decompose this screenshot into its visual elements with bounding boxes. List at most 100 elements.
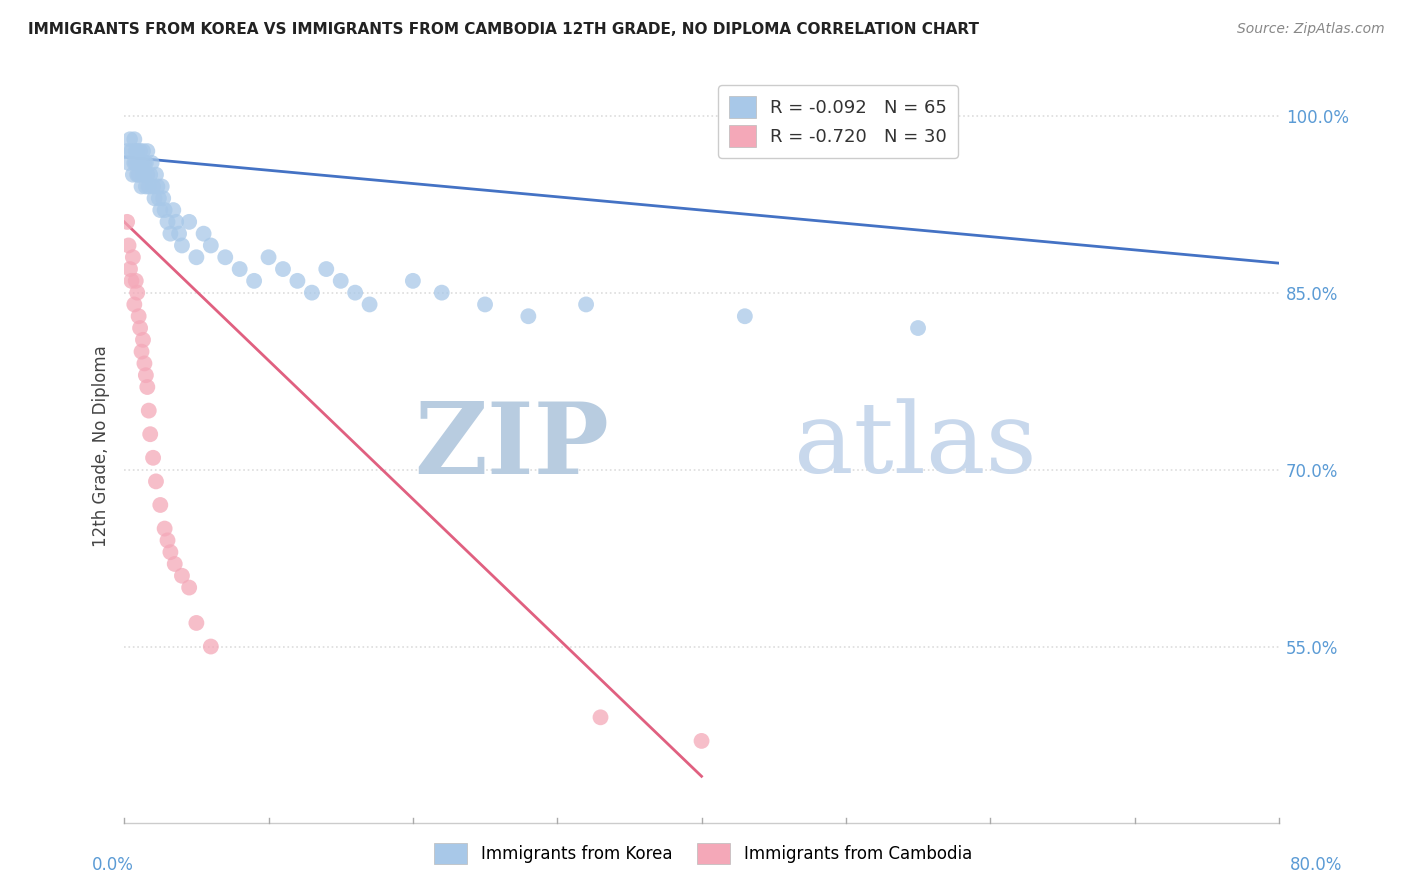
- Point: [145, 475, 167, 489]
- Point: [301, 285, 323, 300]
- Point: [134, 168, 156, 182]
- Point: [127, 285, 149, 300]
- Point: [136, 168, 159, 182]
- Text: 0.0%: 0.0%: [91, 855, 134, 873]
- Point: [517, 310, 540, 324]
- Point: [128, 156, 150, 170]
- Point: [134, 156, 156, 170]
- Text: Source: ZipAtlas.com: Source: ZipAtlas.com: [1237, 22, 1385, 37]
- Point: [287, 274, 309, 288]
- Y-axis label: 12th Grade, No Diploma: 12th Grade, No Diploma: [93, 345, 110, 547]
- Point: [131, 344, 153, 359]
- Point: [125, 274, 148, 288]
- Point: [117, 238, 139, 252]
- Point: [124, 297, 146, 311]
- Point: [139, 427, 162, 442]
- Point: [135, 156, 157, 170]
- Point: [200, 238, 222, 252]
- Point: [132, 144, 155, 158]
- Point: [344, 285, 367, 300]
- Text: atlas: atlas: [794, 398, 1036, 494]
- Point: [257, 250, 280, 264]
- Point: [146, 179, 169, 194]
- Point: [128, 168, 150, 182]
- Point: [159, 545, 181, 559]
- Point: [430, 285, 453, 300]
- Point: [315, 262, 337, 277]
- Point: [163, 557, 186, 571]
- Point: [162, 203, 184, 218]
- Point: [120, 144, 142, 158]
- Text: IMMIGRANTS FROM KOREA VS IMMIGRANTS FROM CAMBODIA 12TH GRADE, NO DIPLOMA CORRELA: IMMIGRANTS FROM KOREA VS IMMIGRANTS FROM…: [28, 22, 979, 37]
- Point: [589, 710, 612, 724]
- Point: [127, 168, 149, 182]
- Point: [907, 321, 929, 335]
- Point: [186, 250, 208, 264]
- Point: [136, 380, 159, 394]
- Point: [734, 310, 756, 324]
- Point: [129, 321, 152, 335]
- Point: [115, 144, 138, 158]
- Point: [150, 179, 173, 194]
- Point: [156, 215, 179, 229]
- Point: [228, 262, 250, 277]
- Point: [127, 144, 149, 158]
- Point: [136, 144, 159, 158]
- Point: [214, 250, 236, 264]
- Point: [131, 156, 153, 170]
- Point: [200, 640, 222, 654]
- Point: [474, 297, 496, 311]
- Point: [165, 215, 187, 229]
- Point: [132, 333, 155, 347]
- Point: [142, 450, 165, 465]
- Point: [170, 568, 193, 582]
- Point: [143, 191, 166, 205]
- Point: [271, 262, 294, 277]
- Point: [115, 215, 138, 229]
- Point: [129, 144, 152, 158]
- Point: [139, 168, 162, 182]
- Point: [124, 132, 146, 146]
- Point: [125, 156, 148, 170]
- Point: [153, 522, 176, 536]
- Point: [138, 179, 160, 194]
- Text: 80.0%: 80.0%: [1291, 855, 1343, 873]
- Point: [329, 274, 352, 288]
- Point: [135, 179, 157, 194]
- Point: [179, 581, 201, 595]
- Point: [118, 262, 141, 277]
- Point: [149, 203, 172, 218]
- Point: [148, 191, 170, 205]
- Text: ZIP: ZIP: [415, 398, 609, 494]
- Point: [122, 250, 145, 264]
- Point: [156, 533, 179, 548]
- Point: [153, 203, 176, 218]
- Point: [243, 274, 266, 288]
- Point: [142, 179, 165, 194]
- Legend: Immigrants from Korea, Immigrants from Cambodia: Immigrants from Korea, Immigrants from C…: [427, 837, 979, 871]
- Point: [575, 297, 598, 311]
- Point: [118, 132, 141, 146]
- Point: [179, 215, 201, 229]
- Point: [122, 168, 145, 182]
- Point: [690, 734, 713, 748]
- Point: [145, 168, 167, 182]
- Point: [120, 274, 142, 288]
- Point: [141, 156, 163, 170]
- Point: [159, 227, 181, 241]
- Point: [117, 156, 139, 170]
- Point: [149, 498, 172, 512]
- Point: [402, 274, 425, 288]
- Point: [134, 356, 156, 370]
- Point: [167, 227, 190, 241]
- Point: [152, 191, 174, 205]
- Point: [138, 403, 160, 417]
- Point: [170, 238, 193, 252]
- Point: [193, 227, 215, 241]
- Point: [129, 156, 152, 170]
- Point: [125, 144, 148, 158]
- Point: [124, 156, 146, 170]
- Point: [359, 297, 381, 311]
- Point: [128, 310, 150, 324]
- Legend: R = -0.092   N = 65, R = -0.720   N = 30: R = -0.092 N = 65, R = -0.720 N = 30: [718, 85, 957, 158]
